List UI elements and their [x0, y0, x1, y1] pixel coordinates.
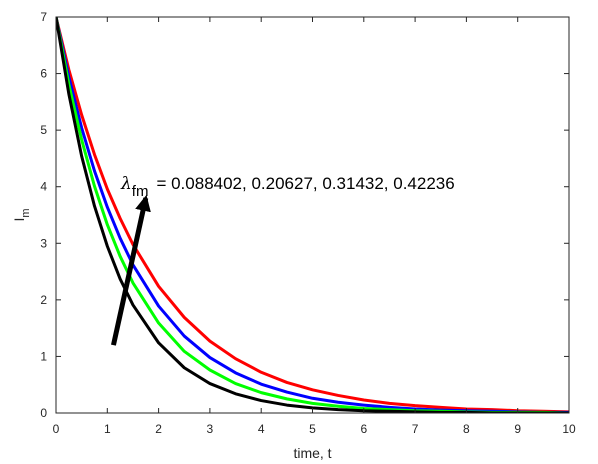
x-tick-label-3: 3: [207, 422, 214, 436]
y-axis-ticks: 0 1 2 3 4 5 6 7: [40, 10, 569, 420]
y-axis-label-main: I: [11, 218, 27, 222]
y-tick-label-2: 2: [40, 293, 47, 307]
svg-text:Im: Im: [11, 208, 32, 221]
y-axis-label-subscript: m: [20, 208, 32, 217]
x-tick-label-9: 9: [514, 422, 521, 436]
x-tick-label-5: 5: [309, 422, 316, 436]
y-tick-label-0: 0: [40, 406, 47, 420]
x-tick-label-0: 0: [53, 422, 60, 436]
annotation-values: = 0.088402, 0.20627, 0.31432, 0.42236: [156, 174, 454, 193]
y-tick-label-1: 1: [40, 349, 47, 363]
x-tick-label-1: 1: [104, 422, 111, 436]
plot-area: [56, 17, 569, 413]
y-tick-label-5: 5: [40, 123, 47, 137]
annotation-text: λfm = 0.088402, 0.20627, 0.31432, 0.42236: [120, 174, 455, 200]
x-axis-label: time, t: [293, 445, 331, 461]
annotation-arrow: [111, 194, 151, 346]
x-tick-label-4: 4: [258, 422, 265, 436]
x-tick-label-2: 2: [155, 422, 162, 436]
x-tick-label-10: 10: [562, 422, 576, 436]
x-tick-label-6: 6: [360, 422, 367, 436]
annotation-lambda: λ: [120, 174, 132, 194]
y-tick-label-4: 4: [40, 180, 47, 194]
annotation-subscript: fm: [132, 183, 149, 200]
y-tick-label-6: 6: [40, 67, 47, 81]
series-line-1: [56, 17, 569, 413]
x-tick-label-7: 7: [412, 422, 419, 436]
y-tick-label-3: 3: [40, 236, 47, 250]
y-tick-label-7: 7: [40, 10, 47, 24]
x-axis-ticks: 0 1 2 3 4 5 6 7 8 9 10: [53, 17, 576, 436]
y-axis-label: Im: [11, 208, 32, 221]
x-tick-label-8: 8: [463, 422, 470, 436]
